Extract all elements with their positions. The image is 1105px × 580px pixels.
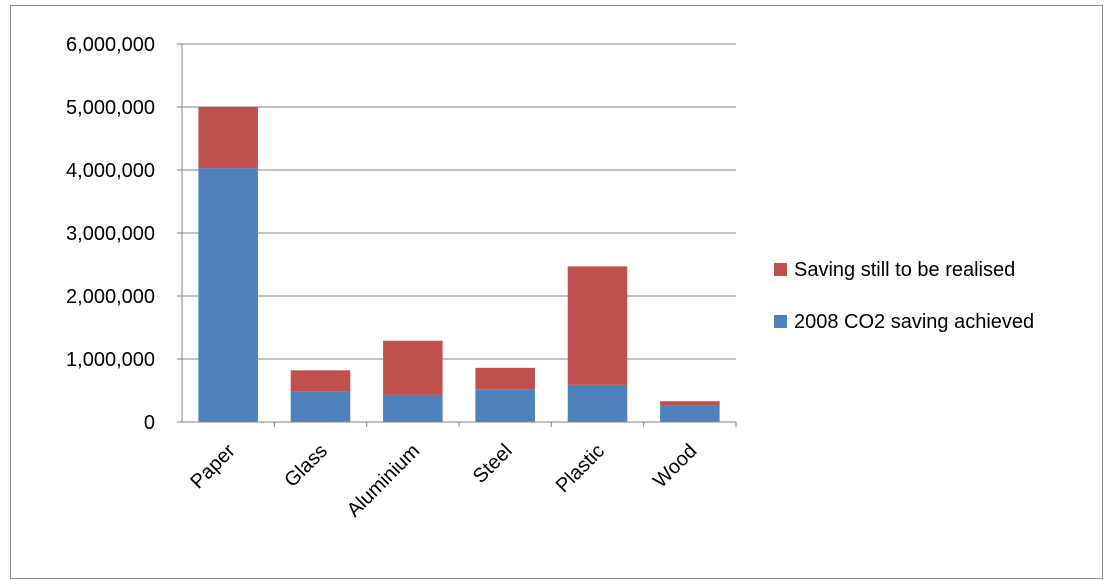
bar-steel-series-0 (475, 389, 535, 422)
y-tick-label: 2,000,000 (66, 286, 155, 308)
x-tick-label: Aluminium (343, 440, 425, 522)
legend-label: 2008 CO2 saving achieved (794, 311, 1034, 333)
x-tick-label: Wood (649, 440, 701, 492)
legend-swatch-1 (774, 263, 787, 276)
legend-swatch-0 (774, 315, 787, 328)
x-tick-label: Plastic (552, 440, 609, 497)
bar-plastic-series-0 (567, 384, 628, 422)
x-tick-label: Paper (186, 440, 240, 494)
y-tick-label: 1,000,000 (66, 349, 155, 371)
stacked-bar-chart: 0 1,000,000 2,000,000 3,000,000 4,000,000 5,0… (66, 34, 1034, 522)
bar-glass-series-0 (290, 391, 351, 422)
bar-plastic-series-1 (567, 266, 628, 385)
legend-label: Saving still to be realised (794, 259, 1015, 281)
y-tick-label: 4,000,000 (66, 160, 155, 182)
legend: Saving still to be realised 2008 CO2 savi… (774, 259, 1034, 333)
bar-paper-series-1 (198, 107, 258, 169)
bar-wood-series-0 (660, 405, 720, 422)
bar-aluminium-series-0 (383, 394, 443, 422)
y-tick-label: 6,000,000 (66, 34, 155, 56)
bar-glass-series-1 (290, 370, 351, 392)
x-tick-label: Glass (280, 440, 332, 492)
chart-frame: 0 1,000,000 2,000,000 3,000,000 4,000,000 5,0… (10, 5, 1103, 579)
bar-wood-series-1 (660, 401, 720, 406)
y-tick-label: 0 (144, 412, 155, 434)
y-tick-label: 5,000,000 (66, 97, 155, 119)
bar-paper-series-0 (198, 168, 258, 422)
bar-aluminium-series-1 (383, 340, 443, 395)
gridlines (182, 43, 736, 360)
y-tick-label: 3,000,000 (66, 223, 155, 245)
bar-steel-series-1 (475, 367, 535, 390)
bars (198, 107, 720, 422)
x-tick-label: Steel (469, 440, 517, 488)
